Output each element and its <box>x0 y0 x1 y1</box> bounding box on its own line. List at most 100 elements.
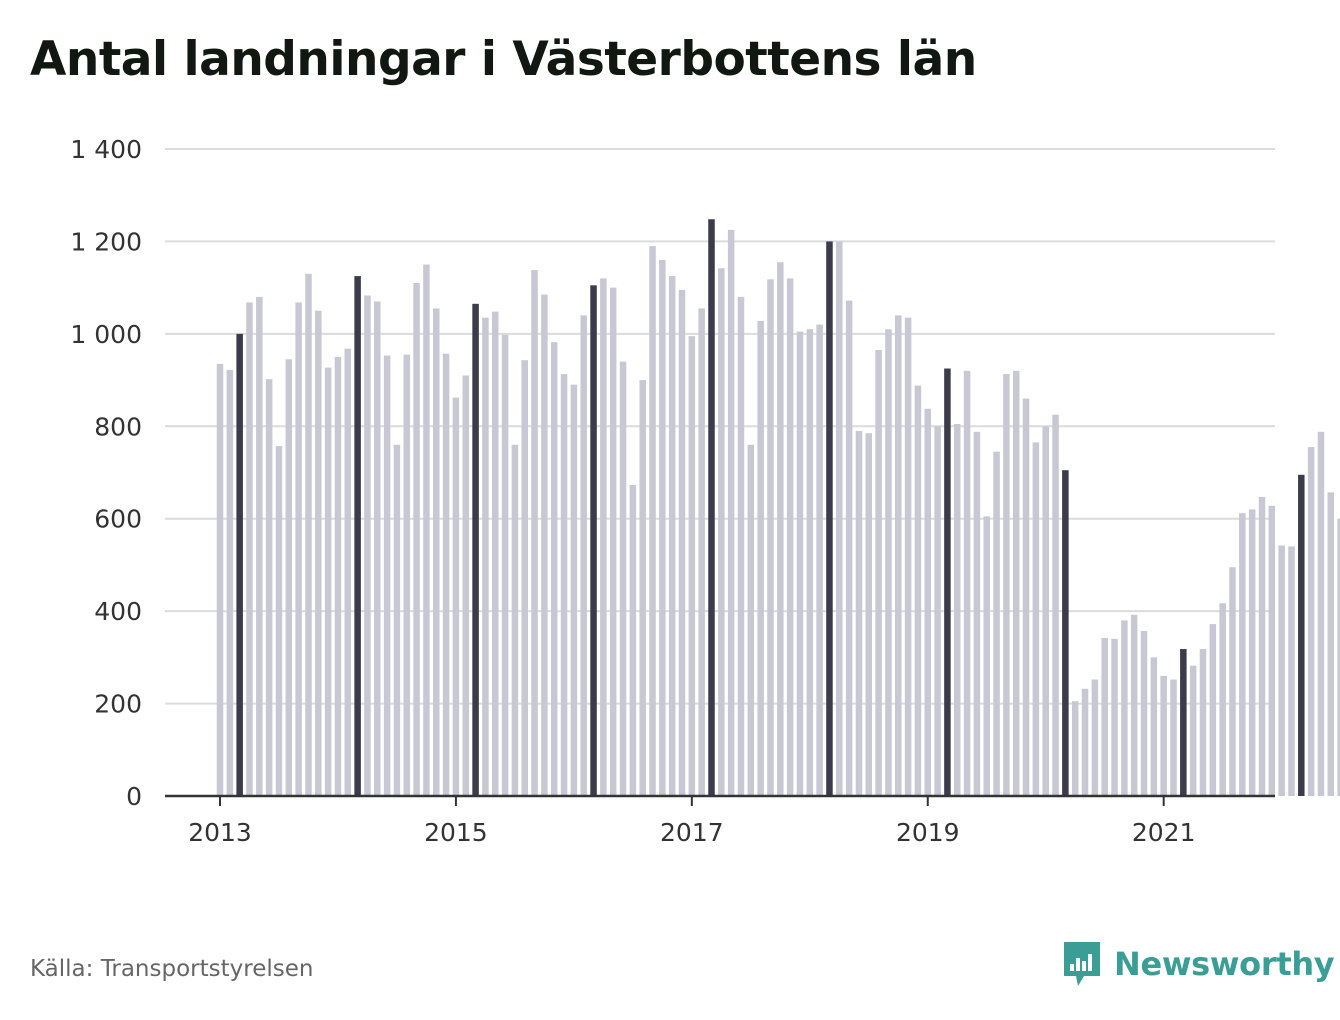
bar <box>590 285 597 796</box>
bar <box>462 375 469 796</box>
y-tick-label: 1 000 <box>70 320 142 349</box>
bar <box>737 296 745 796</box>
bar <box>1219 603 1226 796</box>
bar <box>747 444 755 796</box>
bar <box>934 426 941 796</box>
bar <box>393 444 401 796</box>
bar <box>413 283 420 796</box>
bar <box>364 295 371 796</box>
bar <box>845 300 853 796</box>
bar <box>226 369 234 796</box>
bar <box>1062 470 1069 796</box>
bar <box>374 301 381 796</box>
bar <box>1052 414 1059 796</box>
bar <box>1307 447 1315 796</box>
bar <box>295 302 302 796</box>
bar <box>1150 657 1158 796</box>
bar <box>727 229 735 796</box>
bar <box>1327 492 1335 796</box>
bar <box>914 385 922 796</box>
bar <box>678 289 686 796</box>
bar <box>1180 649 1187 796</box>
brand-name: Newsworthy <box>1114 945 1335 983</box>
bar <box>442 353 450 796</box>
bar <box>265 379 273 796</box>
bar <box>639 380 646 796</box>
y-axis-ticks: 0 200 400 600 800 1 000 1 200 1 400 <box>70 135 142 811</box>
bar <box>246 302 253 796</box>
bar <box>433 308 440 796</box>
bar <box>1101 637 1108 796</box>
x-tick-label: 2013 <box>188 818 252 847</box>
brand-logo: Newsworthy <box>1062 940 1335 988</box>
bar <box>1288 546 1295 796</box>
bar <box>855 430 863 796</box>
bar <box>668 276 676 796</box>
bar <box>501 334 509 796</box>
x-axis-ticks: 201320152017201920212023 <box>188 796 1196 847</box>
bar <box>541 294 548 796</box>
bar <box>1022 398 1030 796</box>
y-tick-label: 1 400 <box>70 135 142 164</box>
bar <box>836 241 843 796</box>
bar <box>1189 665 1197 796</box>
bar <box>324 367 332 796</box>
bar <box>1121 620 1128 796</box>
bar-chart: 0 200 400 600 800 1 000 1 200 1 400 2013 2015 201… <box>70 135 1340 847</box>
x-tick-label: 2017 <box>660 818 724 847</box>
bar <box>1268 505 1276 796</box>
x-tick-label: 2021 <box>1132 818 1196 847</box>
bar <box>826 241 833 796</box>
bar <box>806 329 814 796</box>
bar <box>895 315 902 796</box>
bar <box>236 333 243 796</box>
x-tick-label: 2019 <box>896 818 960 847</box>
bar <box>1258 496 1266 796</box>
bar <box>708 219 715 796</box>
bar <box>452 397 460 796</box>
bar <box>403 354 411 796</box>
newsworthy-logo-icon <box>1064 942 1100 986</box>
bar <box>993 451 1000 796</box>
y-tick-label: 400 <box>94 597 142 626</box>
bar <box>1229 567 1236 796</box>
bar <box>256 296 263 796</box>
bar <box>1081 688 1089 796</box>
bar <box>619 361 627 796</box>
bar <box>1003 374 1010 796</box>
bar <box>796 331 804 796</box>
bar <box>885 329 892 796</box>
y-tick-label: 1 200 <box>70 227 142 256</box>
bar <box>875 350 882 796</box>
bar <box>904 317 912 796</box>
bar <box>1278 545 1285 796</box>
bar <box>550 342 558 796</box>
bar <box>973 431 981 796</box>
bar <box>334 356 342 796</box>
bar <box>1209 624 1217 796</box>
bar <box>491 311 499 796</box>
chart-title: Antal landningar i Västerbottens län <box>30 32 977 87</box>
bars <box>216 219 1340 797</box>
bar <box>718 268 725 796</box>
bar <box>1032 442 1040 796</box>
bar <box>1337 518 1340 796</box>
bar <box>1298 474 1305 796</box>
bar <box>609 287 617 796</box>
bar <box>983 516 990 796</box>
bar <box>816 324 823 796</box>
bar <box>275 446 283 796</box>
bar <box>1140 631 1148 796</box>
bar <box>570 384 578 796</box>
bar <box>344 348 352 796</box>
bar <box>511 444 519 796</box>
bar <box>1111 638 1118 796</box>
bar <box>629 484 637 796</box>
bar <box>688 336 696 796</box>
bar <box>924 408 932 796</box>
bar <box>1091 679 1099 796</box>
bar <box>1012 370 1020 796</box>
bar <box>865 433 873 796</box>
bar <box>757 320 764 796</box>
bar <box>1071 701 1079 796</box>
